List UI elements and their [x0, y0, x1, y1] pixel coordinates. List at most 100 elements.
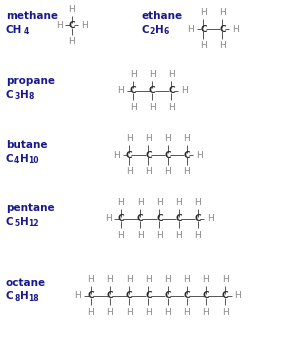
Text: H: H — [20, 217, 28, 227]
Text: C: C — [6, 217, 13, 227]
Text: 12: 12 — [28, 219, 39, 228]
Text: C: C — [149, 86, 156, 95]
Text: H: H — [145, 134, 152, 143]
Text: C: C — [175, 215, 182, 223]
Text: H: H — [126, 308, 133, 317]
Text: C: C — [6, 154, 13, 164]
Text: H: H — [81, 21, 88, 30]
Text: H: H — [69, 37, 75, 46]
Text: C: C — [126, 291, 133, 300]
Text: H: H — [145, 275, 152, 284]
Text: C: C — [183, 291, 190, 300]
Text: 3: 3 — [14, 92, 19, 101]
Text: H: H — [194, 231, 201, 240]
Text: H: H — [232, 25, 239, 33]
Text: H: H — [219, 8, 226, 17]
Text: 4: 4 — [14, 156, 19, 165]
Text: 8: 8 — [28, 92, 34, 101]
Text: C: C — [183, 151, 190, 159]
Text: H: H — [164, 167, 171, 176]
Text: H: H — [75, 291, 81, 300]
Text: H: H — [87, 275, 94, 284]
Text: H: H — [183, 308, 190, 317]
Text: 2: 2 — [149, 27, 155, 36]
Text: H: H — [20, 154, 28, 164]
Text: 10: 10 — [28, 156, 39, 165]
Text: H: H — [168, 103, 175, 112]
Text: H: H — [118, 198, 124, 207]
Text: C: C — [6, 90, 13, 100]
Text: H: H — [20, 291, 28, 302]
Text: H: H — [156, 198, 163, 207]
Text: 8: 8 — [14, 294, 19, 303]
Text: H: H — [126, 167, 133, 176]
Text: H: H — [187, 25, 194, 33]
Text: H: H — [149, 103, 156, 112]
Text: C: C — [141, 25, 149, 35]
Text: H: H — [56, 21, 63, 30]
Text: H: H — [202, 308, 209, 317]
Text: H: H — [69, 4, 75, 13]
Text: octane: octane — [6, 278, 46, 288]
Text: H: H — [219, 41, 226, 50]
Text: C: C — [145, 291, 152, 300]
Text: H: H — [145, 308, 152, 317]
Text: C: C — [118, 215, 124, 223]
Text: H: H — [164, 134, 171, 143]
Text: H: H — [194, 198, 201, 207]
Text: H: H — [156, 231, 163, 240]
Text: 5: 5 — [14, 219, 19, 228]
Text: H: H — [137, 231, 144, 240]
Text: H: H — [130, 70, 136, 79]
Text: H: H — [130, 103, 136, 112]
Text: H: H — [222, 275, 228, 284]
Text: methane: methane — [6, 11, 58, 21]
Text: 6: 6 — [164, 27, 169, 36]
Text: CH: CH — [6, 25, 22, 35]
Text: C: C — [219, 25, 226, 33]
Text: C: C — [145, 151, 152, 159]
Text: H: H — [175, 231, 182, 240]
Text: H: H — [107, 308, 113, 317]
Text: C: C — [137, 215, 144, 223]
Text: H: H — [105, 215, 111, 223]
Text: H: H — [20, 90, 28, 100]
Text: C: C — [6, 291, 13, 302]
Text: C: C — [164, 151, 171, 159]
Text: propane: propane — [6, 76, 55, 86]
Text: 18: 18 — [28, 294, 39, 303]
Text: H: H — [183, 134, 190, 143]
Text: H: H — [145, 167, 152, 176]
Text: H: H — [107, 275, 113, 284]
Text: H: H — [117, 86, 124, 95]
Text: C: C — [200, 25, 207, 33]
Text: H: H — [222, 308, 228, 317]
Text: C: C — [168, 86, 175, 95]
Text: 4: 4 — [24, 27, 29, 36]
Text: H: H — [183, 167, 190, 176]
Text: H: H — [164, 308, 171, 317]
Text: butane: butane — [6, 140, 47, 150]
Text: H: H — [155, 25, 164, 35]
Text: ethane: ethane — [141, 11, 182, 21]
Text: H: H — [175, 198, 182, 207]
Text: H: H — [202, 275, 209, 284]
Text: H: H — [200, 41, 207, 50]
Text: H: H — [183, 275, 190, 284]
Text: H: H — [181, 86, 188, 95]
Text: C: C — [126, 151, 133, 159]
Text: H: H — [137, 198, 144, 207]
Text: C: C — [202, 291, 209, 300]
Text: H: H — [87, 308, 94, 317]
Text: C: C — [222, 291, 228, 300]
Text: H: H — [113, 151, 120, 159]
Text: C: C — [69, 21, 75, 30]
Text: C: C — [107, 291, 113, 300]
Text: H: H — [118, 231, 124, 240]
Text: C: C — [87, 291, 94, 300]
Text: C: C — [164, 291, 171, 300]
Text: H: H — [196, 151, 203, 159]
Text: C: C — [130, 86, 136, 95]
Text: H: H — [200, 8, 207, 17]
Text: H: H — [207, 215, 214, 223]
